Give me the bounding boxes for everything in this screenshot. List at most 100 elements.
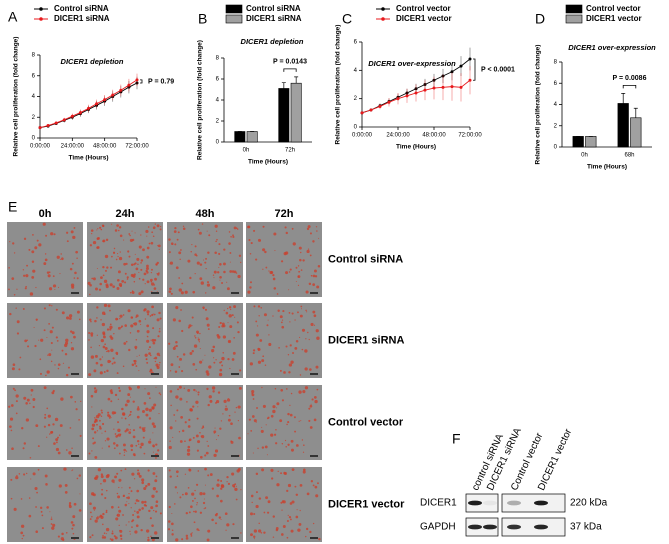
cell: [274, 388, 277, 390]
cell: [116, 287, 120, 290]
cell: [205, 268, 207, 270]
cell: [204, 507, 207, 509]
scale-bar: [231, 373, 239, 375]
cell: [136, 439, 140, 443]
cell: [137, 443, 140, 445]
cell: [118, 524, 120, 527]
cell: [159, 393, 162, 396]
cell: [253, 229, 256, 232]
y-tick-label: 6: [554, 81, 558, 87]
cell: [135, 444, 138, 447]
cell: [128, 486, 131, 489]
cell: [29, 456, 32, 459]
legend-label: Control vector: [586, 4, 641, 13]
cell: [89, 244, 93, 247]
cell: [69, 267, 73, 271]
cell: [154, 223, 156, 225]
cell: [170, 363, 174, 367]
cell: [102, 345, 106, 349]
cell: [45, 483, 48, 486]
cell: [120, 537, 123, 540]
x-axis-label: Time (Hours): [396, 144, 436, 151]
cell: [193, 521, 196, 524]
x-tick-label: 0:00:00: [352, 133, 373, 139]
cell: [207, 529, 211, 533]
cell: [199, 277, 203, 281]
cell: [195, 483, 199, 486]
cell: [119, 284, 123, 288]
cell: [204, 261, 207, 264]
cell: [289, 413, 293, 417]
cell: [275, 442, 278, 445]
cell: [60, 397, 64, 401]
cell: [295, 339, 299, 343]
cell: [141, 478, 145, 482]
cell: [48, 271, 51, 274]
cell: [110, 400, 113, 403]
cell: [128, 521, 130, 523]
cell: [226, 481, 228, 483]
cell: [222, 262, 226, 266]
cell: [105, 238, 109, 242]
cell: [136, 355, 138, 357]
cell: [18, 473, 21, 475]
cell: [15, 307, 17, 309]
y-tick-label: 6: [216, 77, 220, 83]
cell: [24, 287, 27, 290]
cell: [173, 414, 176, 416]
cell: [277, 470, 279, 473]
cell: [191, 325, 193, 327]
cell: [11, 277, 15, 280]
cell: [181, 370, 184, 373]
cell: [12, 363, 16, 367]
cell: [223, 309, 225, 312]
cell: [46, 436, 48, 438]
cell: [160, 226, 162, 228]
cell: [168, 342, 171, 345]
cell: [127, 309, 131, 313]
cell: [52, 284, 57, 288]
cell: [289, 344, 292, 347]
cell: [125, 428, 129, 432]
cell: [151, 305, 155, 309]
cell: [43, 386, 47, 390]
cell: [143, 504, 147, 507]
cell: [233, 305, 237, 309]
cell: [152, 226, 156, 230]
cell: [104, 430, 107, 433]
cell: [149, 517, 152, 520]
cell: [153, 425, 157, 429]
cell: [232, 351, 236, 355]
cell: [199, 332, 201, 335]
cell: [121, 407, 124, 411]
cell: [130, 263, 134, 266]
cell: [253, 535, 256, 538]
cell: [96, 423, 98, 426]
cell: [74, 271, 77, 275]
cell: [12, 242, 15, 245]
cell: [313, 418, 317, 422]
cell: [281, 399, 285, 402]
cell: [128, 386, 131, 389]
cell: [294, 346, 298, 350]
cell: [100, 515, 104, 519]
cell: [37, 468, 40, 471]
cell: [139, 426, 142, 429]
cell: [302, 259, 305, 262]
cell: [119, 529, 121, 532]
cell: [148, 509, 151, 513]
cell: [127, 393, 131, 396]
cell: [179, 496, 182, 499]
legend-swatch: [565, 14, 583, 24]
cell: [308, 419, 311, 422]
cell: [220, 499, 223, 503]
cell: [188, 324, 192, 328]
cell: [213, 277, 215, 279]
cell: [129, 332, 132, 334]
bar: [630, 117, 642, 148]
cell: [44, 474, 48, 478]
cell: [287, 443, 290, 446]
cell: [174, 243, 177, 246]
cell: [215, 240, 217, 243]
cell: [251, 393, 255, 397]
